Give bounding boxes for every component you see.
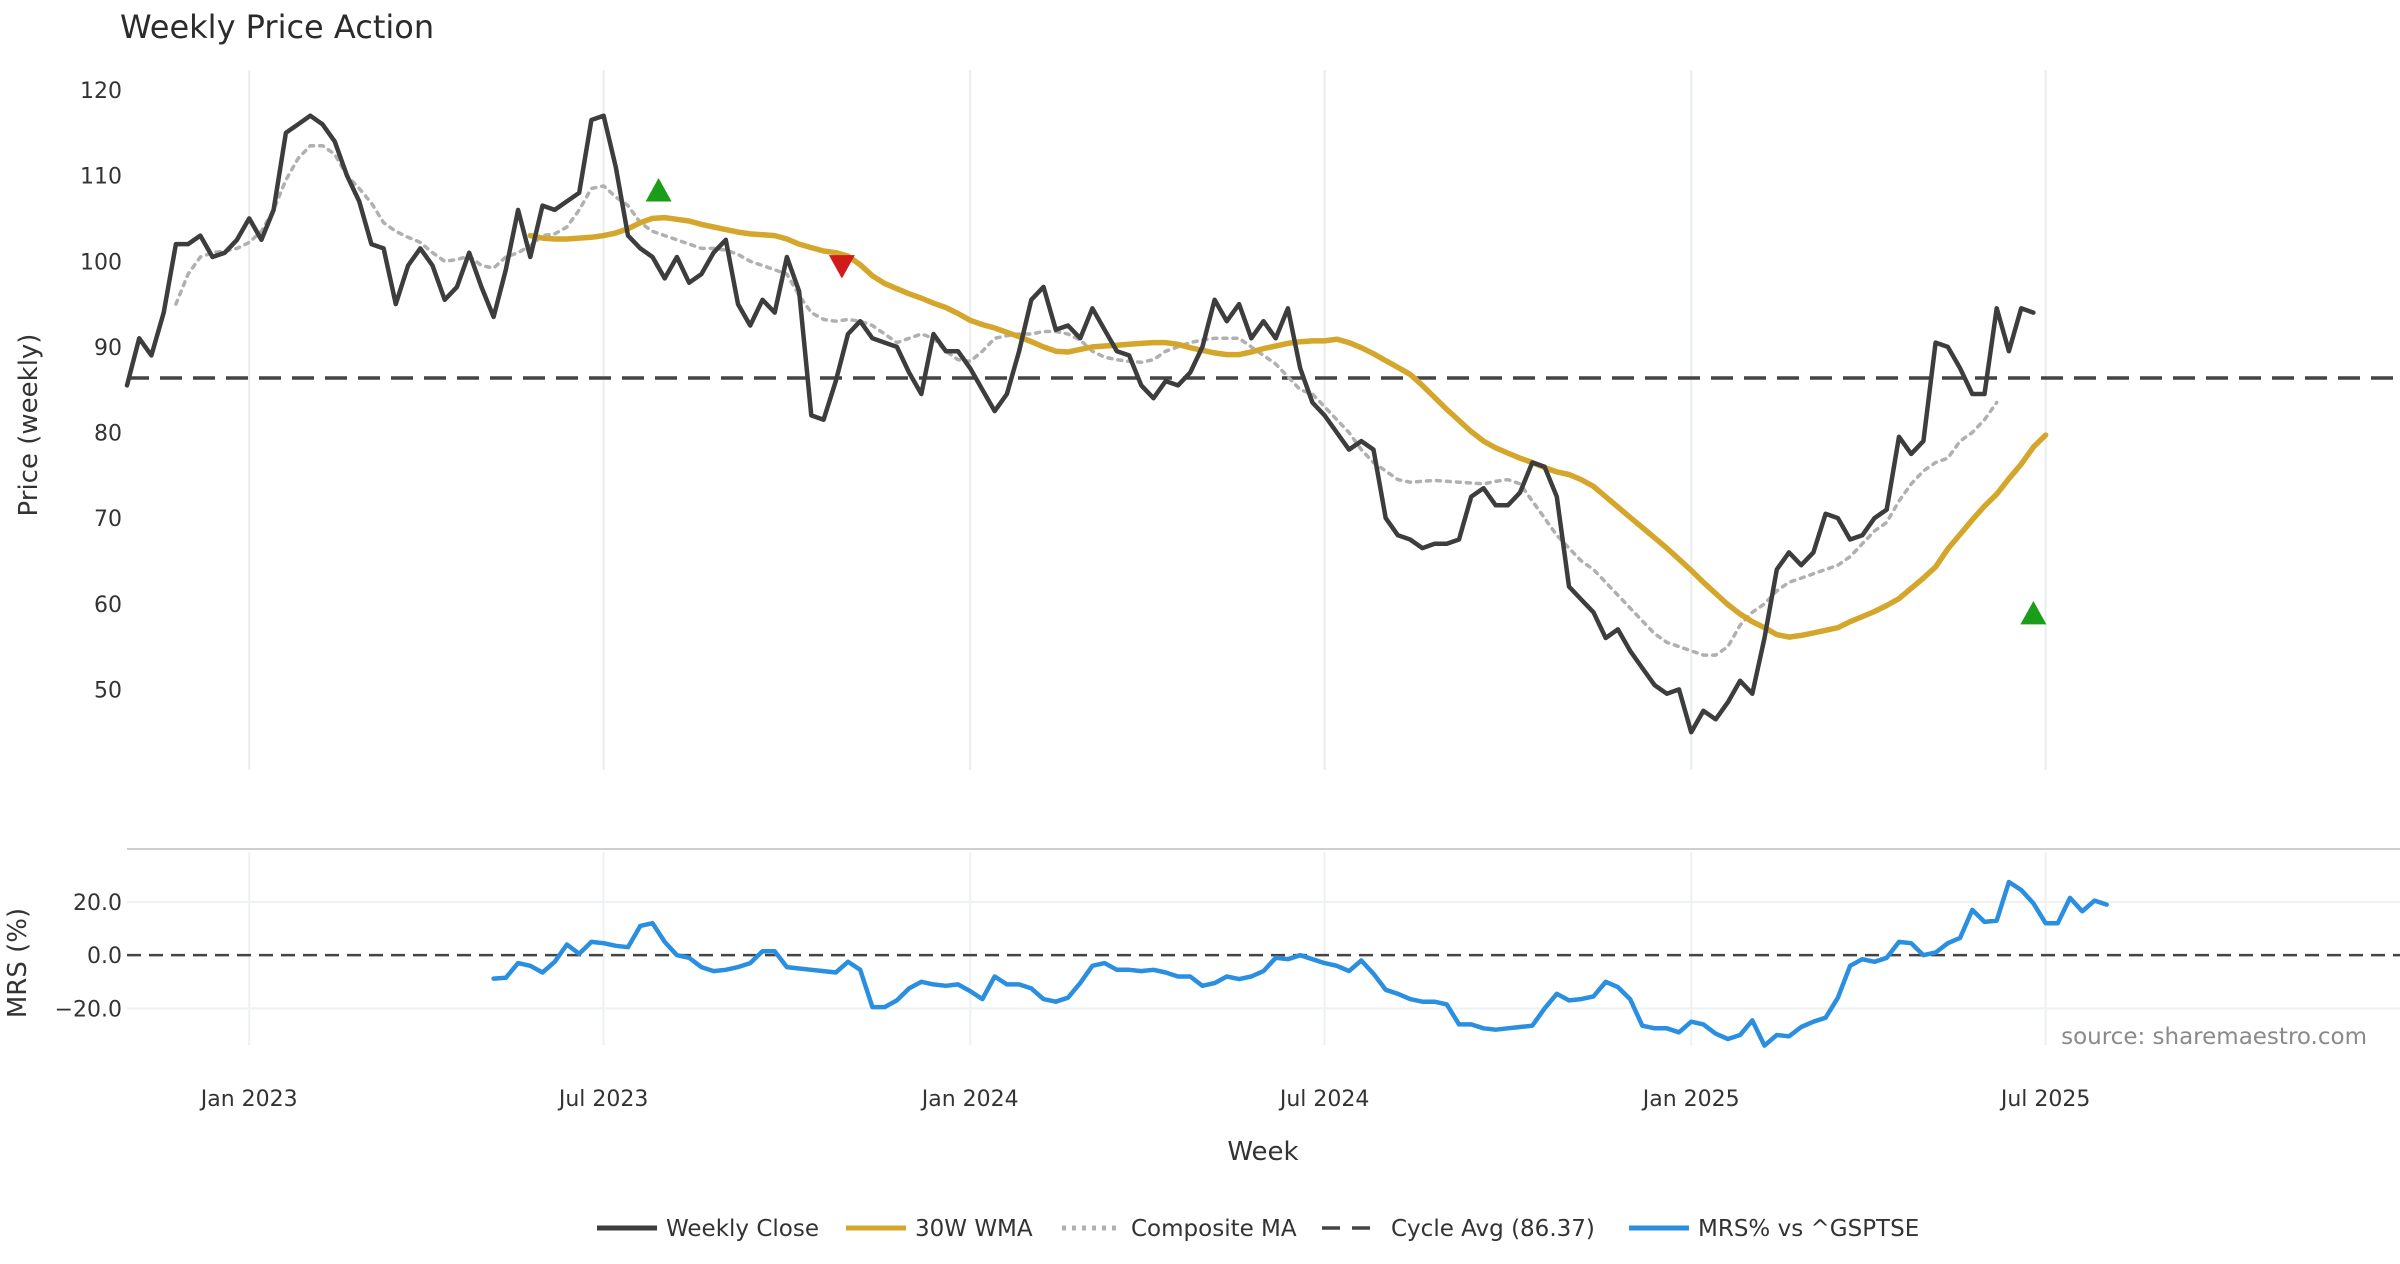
price-panel-grid	[248, 70, 2047, 770]
source-credit: source: sharemaestro.com	[2061, 1024, 2367, 1050]
x-tick-label: Jan 2025	[1641, 1087, 1740, 1112]
price-y-tick-label: 70	[94, 507, 122, 532]
legend-label: MRS% vs ^GSPTSE	[1698, 1216, 1919, 1242]
price-y-tick-label: 110	[80, 165, 122, 190]
composite-ma-line	[174, 143, 1999, 657]
chart-legend: Weekly Close 30W WMA Composite MA Cycle Avg…	[597, 1216, 1919, 1242]
x-tick-label: Jul 2024	[1278, 1087, 1370, 1112]
mrs-y-ticks: 20.0 0.0 −20.0	[55, 891, 122, 1022]
sell-signal-marker	[828, 255, 855, 279]
x-tick-label: Jul 2023	[557, 1087, 649, 1112]
legend-label: Cycle Avg (86.37)	[1391, 1216, 1595, 1242]
x-tick-label: Jul 2025	[1999, 1087, 2091, 1112]
buy-signal-marker	[645, 178, 672, 202]
mrs-panel-grid	[127, 852, 2400, 1045]
mrs-series-group	[491, 879, 2109, 1048]
x-tick-label: Jan 2024	[920, 1087, 1019, 1112]
legend-label: Weekly Close	[666, 1216, 819, 1242]
weekly-close-line	[124, 113, 2036, 735]
mrs-y-tick-label: −20.0	[55, 997, 122, 1022]
mrs-y-tick-label: 0.0	[87, 944, 122, 969]
price-y-tick-label: 90	[94, 336, 122, 361]
x-axis-label: Week	[1227, 1137, 1298, 1167]
buy-signal-marker	[2020, 601, 2047, 625]
mrs-y-axis-label: MRS (%)	[3, 908, 33, 1018]
price-y-tick-label: 120	[80, 79, 122, 104]
mrs-line	[491, 879, 2109, 1048]
wma-30w-line	[527, 214, 2049, 640]
chart-title: Weekly Price Action	[120, 8, 434, 46]
price-y-tick-label: 80	[94, 422, 122, 447]
price-series-group	[124, 113, 2049, 735]
mrs-y-tick-label: 20.0	[73, 891, 122, 916]
legend-label: 30W WMA	[915, 1216, 1033, 1242]
price-y-tick-label: 100	[80, 250, 122, 275]
legend-label: Composite MA	[1131, 1216, 1297, 1242]
x-axis-ticks: Jan 2023 Jul 2023 Jan 2024 Jul 2024 Jan 2025…	[199, 1087, 2091, 1112]
price-y-tick-label: 50	[94, 678, 122, 703]
x-tick-label: Jan 2023	[199, 1087, 298, 1112]
signal-markers	[645, 178, 2047, 625]
price-y-tick-label: 60	[94, 593, 122, 618]
price-y-ticks: 50 60 70 80 90 100 110 120	[80, 79, 122, 703]
price-y-axis-label: Price (weekly)	[14, 334, 44, 517]
